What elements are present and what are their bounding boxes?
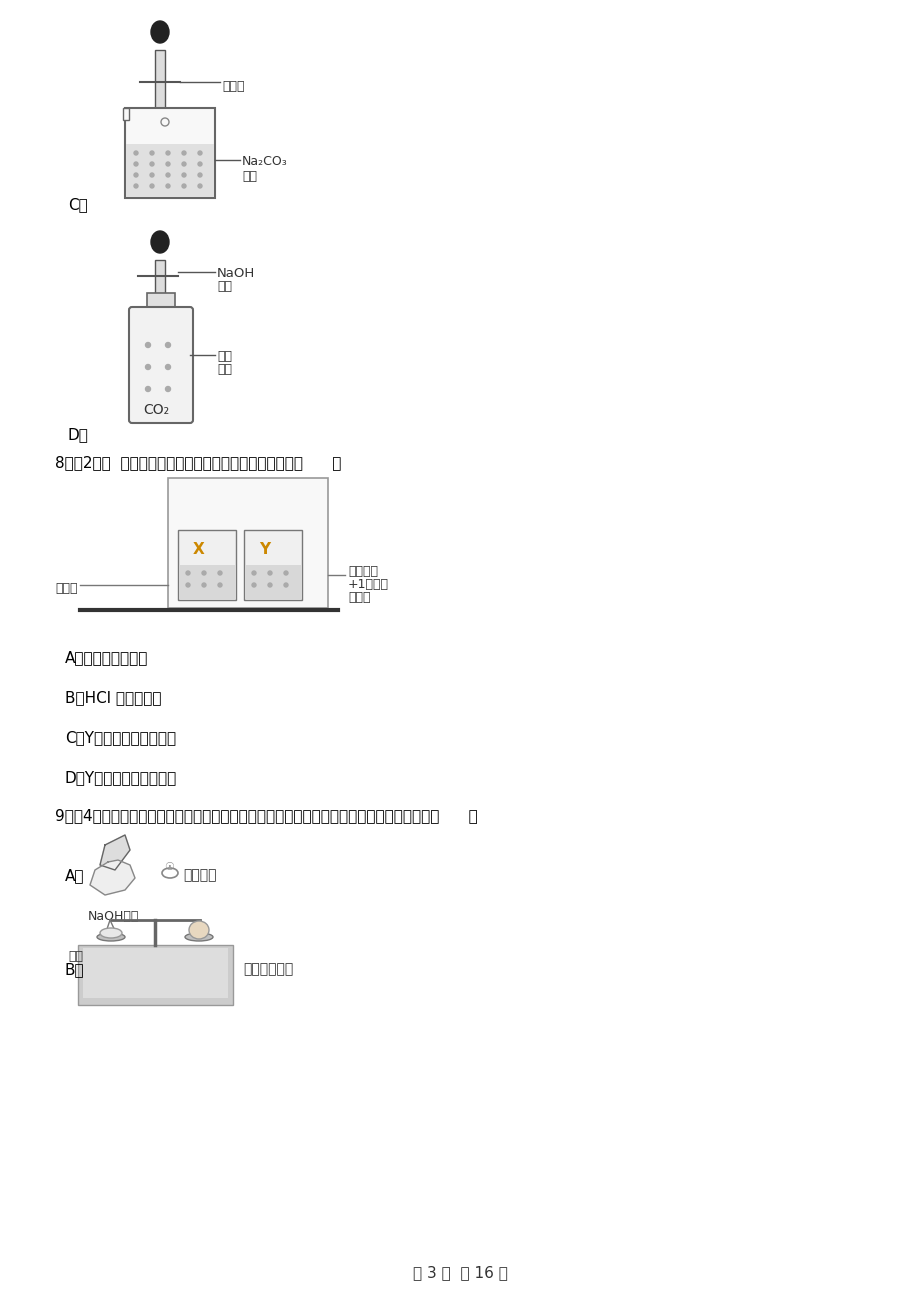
Text: 9．（4分）正确的化学实验操作是实验成功和人身安全的重要保证．下列实验操作正确的是（      ）: 9．（4分）正确的化学实验操作是实验成功和人身安全的重要保证．下列实验操作正确的… bbox=[55, 809, 477, 823]
Ellipse shape bbox=[145, 387, 151, 392]
Bar bbox=[177, 530, 236, 600]
Ellipse shape bbox=[267, 583, 272, 587]
Ellipse shape bbox=[198, 151, 202, 155]
Ellipse shape bbox=[165, 173, 170, 177]
Ellipse shape bbox=[284, 572, 288, 575]
Ellipse shape bbox=[198, 184, 202, 187]
Bar bbox=[83, 948, 228, 999]
Text: NaOH固体: NaOH固体 bbox=[88, 910, 139, 923]
Text: B．: B． bbox=[65, 962, 85, 976]
Ellipse shape bbox=[186, 572, 190, 575]
Text: 纸片: 纸片 bbox=[68, 950, 83, 963]
Bar bbox=[78, 945, 233, 1005]
Ellipse shape bbox=[165, 387, 170, 392]
Bar bbox=[168, 478, 328, 608]
Ellipse shape bbox=[165, 151, 170, 155]
Ellipse shape bbox=[186, 583, 190, 587]
Text: 料瓶: 料瓶 bbox=[217, 363, 232, 376]
Text: D．: D． bbox=[68, 427, 89, 441]
Bar bbox=[244, 530, 301, 600]
Text: ☉: ☉ bbox=[164, 862, 174, 872]
Bar bbox=[126, 145, 214, 197]
Bar bbox=[123, 108, 129, 120]
Text: 称量氢氧化钠: 称量氢氧化钠 bbox=[243, 962, 293, 976]
Ellipse shape bbox=[218, 572, 221, 575]
Text: CO₂: CO₂ bbox=[142, 404, 169, 417]
Text: NaOH: NaOH bbox=[217, 267, 255, 280]
Polygon shape bbox=[90, 861, 135, 894]
Bar bbox=[147, 293, 175, 311]
Ellipse shape bbox=[151, 230, 169, 253]
Ellipse shape bbox=[165, 184, 170, 187]
Polygon shape bbox=[100, 835, 130, 870]
Ellipse shape bbox=[284, 583, 288, 587]
Text: A．: A． bbox=[65, 868, 85, 883]
Ellipse shape bbox=[134, 151, 138, 155]
Ellipse shape bbox=[267, 572, 272, 575]
Ellipse shape bbox=[134, 184, 138, 187]
Ellipse shape bbox=[188, 921, 209, 939]
Ellipse shape bbox=[185, 934, 213, 941]
Ellipse shape bbox=[150, 184, 153, 187]
Bar bbox=[244, 565, 301, 599]
Ellipse shape bbox=[150, 151, 153, 155]
Ellipse shape bbox=[202, 583, 206, 587]
Text: Y: Y bbox=[259, 542, 270, 557]
Ellipse shape bbox=[165, 342, 170, 348]
Ellipse shape bbox=[150, 161, 153, 165]
Text: 浓盐酸: 浓盐酸 bbox=[55, 582, 77, 595]
Text: D．Y杯内发生了置换反应: D．Y杯内发生了置换反应 bbox=[65, 769, 177, 785]
Text: 碱溶液: 碱溶液 bbox=[347, 591, 370, 604]
Ellipse shape bbox=[151, 21, 169, 43]
Ellipse shape bbox=[96, 934, 125, 941]
Ellipse shape bbox=[150, 173, 153, 177]
Bar bbox=[154, 260, 165, 296]
Text: C．Y杯溶液的颜色会改变: C．Y杯溶液的颜色会改变 bbox=[65, 730, 176, 745]
Text: +1滴稀硫: +1滴稀硫 bbox=[347, 578, 389, 591]
Text: X: X bbox=[193, 542, 205, 557]
Ellipse shape bbox=[218, 583, 221, 587]
Text: A．浓盐酸有挥发性: A．浓盐酸有挥发性 bbox=[65, 650, 148, 665]
Ellipse shape bbox=[134, 161, 138, 165]
Text: 溶液: 溶液 bbox=[217, 280, 232, 293]
Ellipse shape bbox=[182, 173, 186, 177]
Text: 第 3 页  共 16 页: 第 3 页 共 16 页 bbox=[412, 1266, 507, 1280]
Ellipse shape bbox=[165, 365, 170, 370]
Text: Na₂CO₃: Na₂CO₃ bbox=[242, 155, 288, 168]
Text: 倾倒液体: 倾倒液体 bbox=[183, 868, 216, 881]
Ellipse shape bbox=[145, 342, 151, 348]
Ellipse shape bbox=[252, 583, 255, 587]
Ellipse shape bbox=[145, 365, 151, 370]
Ellipse shape bbox=[198, 161, 202, 165]
Ellipse shape bbox=[252, 572, 255, 575]
Ellipse shape bbox=[202, 572, 206, 575]
Text: 稀盐酸: 稀盐酸 bbox=[221, 81, 244, 94]
Text: C．: C． bbox=[68, 197, 87, 212]
Ellipse shape bbox=[198, 173, 202, 177]
Text: 石蕊溶液: 石蕊溶液 bbox=[347, 565, 378, 578]
Text: 溶液: 溶液 bbox=[242, 171, 256, 184]
Text: B．HCl 分子在运动: B．HCl 分子在运动 bbox=[65, 690, 162, 704]
Ellipse shape bbox=[182, 161, 186, 165]
Ellipse shape bbox=[100, 928, 122, 937]
Bar bbox=[179, 565, 234, 599]
Ellipse shape bbox=[182, 151, 186, 155]
Bar bbox=[154, 49, 165, 109]
Ellipse shape bbox=[134, 173, 138, 177]
Ellipse shape bbox=[165, 161, 170, 165]
Text: 8．（2分）  根据如图所示实验，判断下列说法错误的是（      ）: 8．（2分） 根据如图所示实验，判断下列说法错误的是（ ） bbox=[55, 454, 341, 470]
Ellipse shape bbox=[182, 184, 186, 187]
Text: 软塑: 软塑 bbox=[217, 350, 232, 363]
Bar bbox=[125, 108, 215, 198]
FancyBboxPatch shape bbox=[129, 307, 193, 423]
